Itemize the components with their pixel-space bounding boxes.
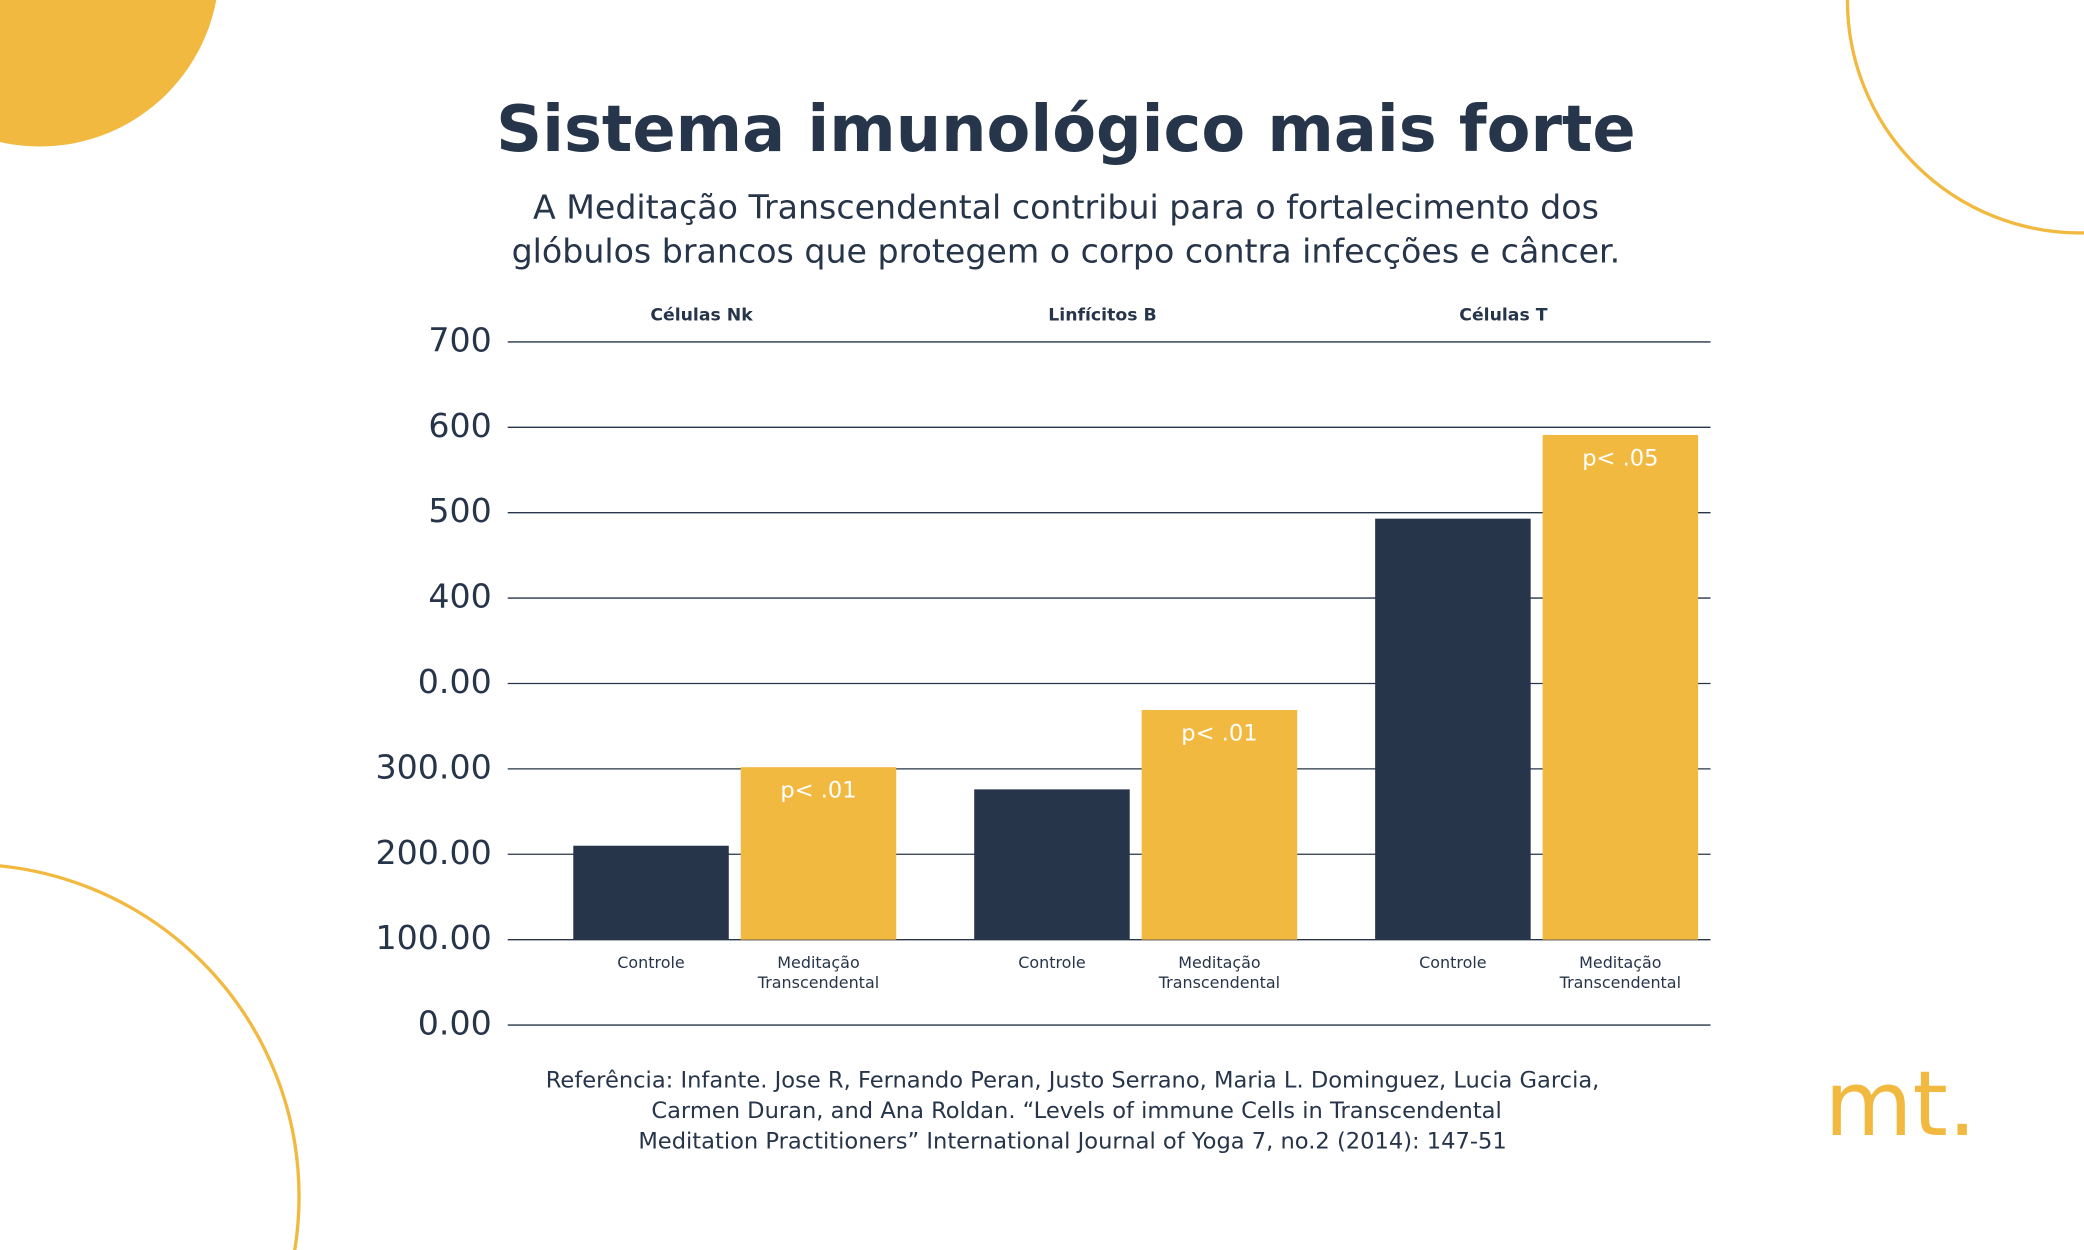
y-tick-label: 500 xyxy=(428,491,491,530)
reference: Referência: Infante. Jose R, Fernando Pe… xyxy=(546,1067,1600,1093)
category-label: Linfícitos B xyxy=(1048,305,1156,325)
category-label: Células T xyxy=(1459,305,1547,325)
bar xyxy=(740,767,897,940)
subtitle: A Meditação Transcendental contribui par… xyxy=(533,187,1599,226)
decor-circle xyxy=(0,864,301,1250)
reference: Meditation Practitioners” International … xyxy=(638,1129,1506,1155)
bar xyxy=(1375,518,1531,940)
subtitle: glóbulos brancos que protegem o corpo co… xyxy=(512,231,1621,270)
decor-circle xyxy=(0,0,217,147)
decor-circle xyxy=(1845,0,2084,235)
reference: Carmen Duran, and Ana Roldan. “Levels of… xyxy=(651,1098,1501,1124)
bar-label-box: Meditação Transcendental xyxy=(1559,952,1682,992)
y-tick-label: 0.00 xyxy=(418,662,492,701)
chart-title: Sistema imunológico mais forte xyxy=(496,93,1635,167)
bar xyxy=(1141,709,1298,940)
bar xyxy=(1542,434,1699,940)
y-tick-label: 600 xyxy=(428,406,491,445)
y-tick-label: 200.00 xyxy=(376,833,492,872)
bar-label-box: Controle xyxy=(617,952,685,972)
y-tick-label: 100.00 xyxy=(376,918,492,957)
bar-label: Meditação Transcendental xyxy=(1559,952,1682,992)
bar xyxy=(573,845,729,940)
bar xyxy=(974,789,1130,940)
annotation: p< .05 xyxy=(1582,445,1658,471)
bar-label-box: Controle xyxy=(1419,952,1487,972)
bar-label-box: Controle xyxy=(1018,952,1086,972)
annotation: p< .01 xyxy=(780,778,856,804)
y-tick-label: 700 xyxy=(428,320,491,359)
bar-label-box: Meditação Transcendental xyxy=(1158,952,1281,992)
y-tick-label: 400 xyxy=(428,577,491,616)
bar-label: Meditação Transcendental xyxy=(1158,952,1281,992)
bar-label: Controle xyxy=(1419,952,1487,972)
category-label: Células Nk xyxy=(650,305,753,325)
bar-label: Controle xyxy=(617,952,685,972)
bar-label-box: Meditação Transcendental xyxy=(757,952,880,992)
y-tick-label: 0.00 xyxy=(418,1004,492,1043)
logo: mt. xyxy=(1824,1052,1976,1157)
y-tick-label: 300.00 xyxy=(376,747,492,786)
annotation: p< .01 xyxy=(1181,720,1257,746)
bar-label: Controle xyxy=(1018,952,1086,972)
bar-label: Meditação Transcendental xyxy=(757,952,880,992)
